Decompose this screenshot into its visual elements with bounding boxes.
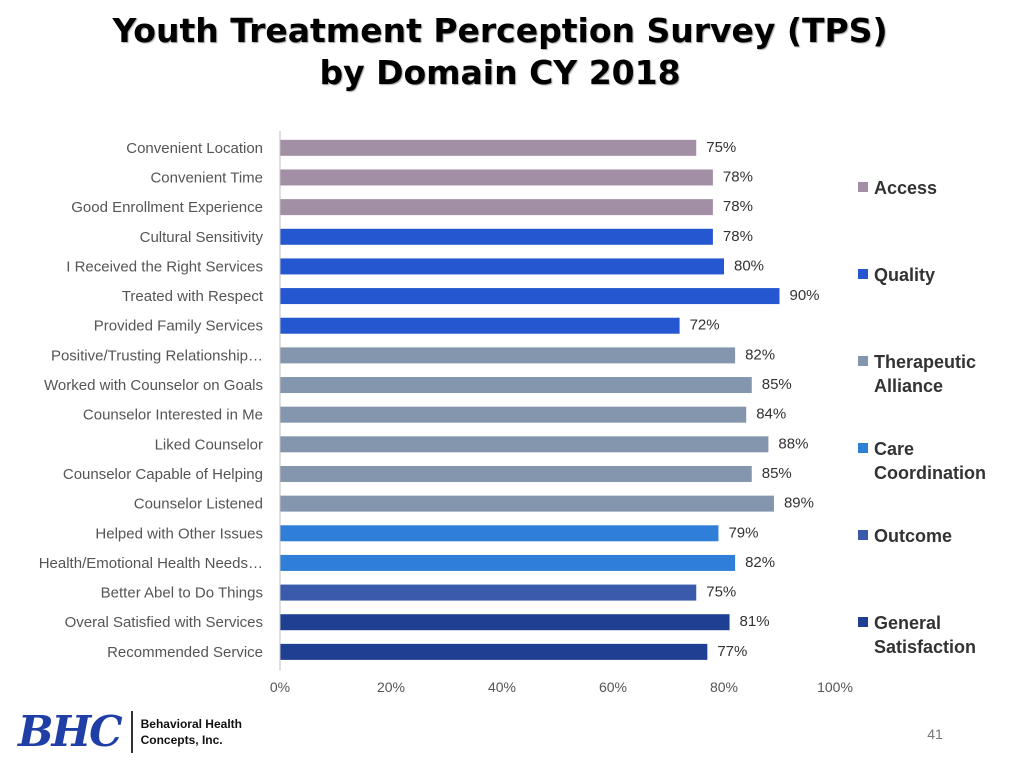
legend-item: Care Coordination — [858, 437, 1014, 485]
bar — [280, 465, 752, 482]
legend-label-line: Care — [874, 439, 915, 459]
legend-label: Care Coordination — [874, 437, 1014, 485]
legend-label: Quality — [874, 263, 1014, 287]
category-label: Overal Satisfied with Services — [65, 614, 263, 631]
data-label: 82% — [745, 346, 775, 363]
bar — [280, 347, 736, 364]
legend-item: Outcome — [858, 524, 1014, 548]
bhc-logo-mark: BHC — [18, 707, 123, 756]
data-label: 80% — [734, 257, 764, 274]
legend-label: Therapeutic Alliance — [874, 350, 1014, 398]
legend-label-line: Coordination — [874, 463, 986, 483]
data-label: 77% — [717, 643, 747, 660]
legend-item: Therapeutic Alliance — [858, 350, 1014, 398]
category-label: Good Enrollment Experience — [71, 199, 263, 216]
category-label: Positive/Trusting Relationship… — [51, 347, 263, 364]
category-label: Provided Family Services — [94, 318, 263, 335]
data-label: 78% — [723, 228, 753, 245]
legend-label-line: Access — [874, 178, 938, 198]
x-tick-label: 80% — [710, 679, 738, 695]
data-label: 78% — [723, 198, 753, 215]
data-label: 75% — [706, 584, 736, 601]
category-label: Better Abel to Do Things — [101, 585, 263, 602]
bar — [280, 406, 747, 423]
data-label: 72% — [690, 317, 720, 334]
data-label: 85% — [762, 376, 792, 393]
category-label: Worked with Counselor on Goals — [44, 377, 263, 394]
legend-item: General Satisfaction — [858, 611, 1014, 659]
data-label: 90% — [790, 287, 820, 304]
company-logo: BHC Behavioral Health Concepts, Inc. — [18, 708, 242, 756]
legend-item: Access — [858, 176, 1014, 200]
x-tick-label: 60% — [599, 679, 627, 695]
legend-label-line: Therapeutic — [874, 352, 977, 372]
category-label: I Received the Right Services — [66, 258, 263, 275]
bar — [280, 525, 719, 542]
category-label: Helped with Other Issues — [95, 525, 263, 542]
legend-swatch — [858, 443, 868, 453]
logo-divider — [130, 711, 133, 753]
data-label: 79% — [728, 524, 758, 541]
title-line-2: by Domain CY 2018 — [319, 53, 681, 92]
bar — [280, 643, 708, 660]
bar — [280, 288, 780, 305]
bar — [280, 584, 697, 601]
legend-label: Access — [874, 176, 1014, 200]
category-label: Treated with Respect — [122, 288, 264, 305]
company-name-line-1: Behavioral Health — [140, 717, 242, 731]
legend-swatch — [858, 530, 868, 540]
bar — [280, 377, 752, 394]
company-name-line-2: Concepts, Inc. — [140, 733, 223, 747]
legend-swatch — [858, 269, 868, 279]
x-tick-label: 100% — [817, 679, 853, 695]
x-tick-label: 0% — [270, 679, 290, 695]
category-label: Counselor Interested in Me — [83, 407, 263, 424]
bar — [280, 495, 774, 512]
legend-label: Outcome — [874, 524, 1014, 548]
slide-title: Youth Treatment Perception Survey (TPS) … — [0, 10, 1000, 94]
category-label: Convenient Time — [150, 169, 263, 186]
legend-label-line: General — [874, 613, 942, 633]
category-label: Convenient Location — [126, 140, 263, 157]
legend-swatch — [858, 182, 868, 192]
bar — [280, 169, 713, 186]
bar — [280, 199, 713, 216]
bar — [280, 554, 736, 571]
category-label: Cultural Sensitivity — [140, 229, 264, 246]
legend-item: Quality — [858, 263, 1014, 287]
legend-label-line: Quality — [874, 265, 936, 285]
data-label: 84% — [756, 406, 786, 423]
bar — [280, 614, 730, 631]
bar — [280, 139, 697, 156]
data-label: 81% — [740, 613, 770, 630]
page-number: 41 — [927, 726, 943, 742]
category-label: Recommended Service — [107, 644, 263, 661]
legend-label-line: Satisfaction — [874, 637, 977, 657]
category-label: Counselor Capable of Helping — [63, 466, 263, 483]
data-label: 78% — [723, 168, 753, 185]
x-tick-label: 20% — [377, 679, 405, 695]
category-label: Counselor Listened — [134, 496, 263, 513]
category-label: Liked Counselor — [155, 436, 263, 453]
bar — [280, 258, 724, 275]
x-tick-label: 40% — [488, 679, 516, 695]
legend-label-line: Alliance — [874, 376, 944, 396]
title-line-1: Youth Treatment Perception Survey (TPS) — [112, 11, 888, 50]
legend-swatch — [858, 617, 868, 627]
bar-chart: Convenient Location 75% Convenient Time 78%… — [39, 131, 853, 695]
bar — [280, 436, 769, 453]
data-label: 85% — [762, 465, 792, 482]
bar — [280, 317, 680, 334]
legend-label: General Satisfaction — [874, 611, 1014, 659]
data-label: 82% — [745, 554, 775, 571]
bar — [280, 228, 713, 245]
data-label: 89% — [784, 495, 814, 512]
data-label: 75% — [706, 139, 736, 156]
legend-swatch — [858, 356, 868, 366]
company-name: Behavioral Health Concepts, Inc. — [141, 716, 242, 748]
data-label: 88% — [778, 435, 808, 452]
legend-label-line: Outcome — [874, 526, 953, 546]
category-label: Health/Emotional Health Needs… — [39, 555, 263, 572]
